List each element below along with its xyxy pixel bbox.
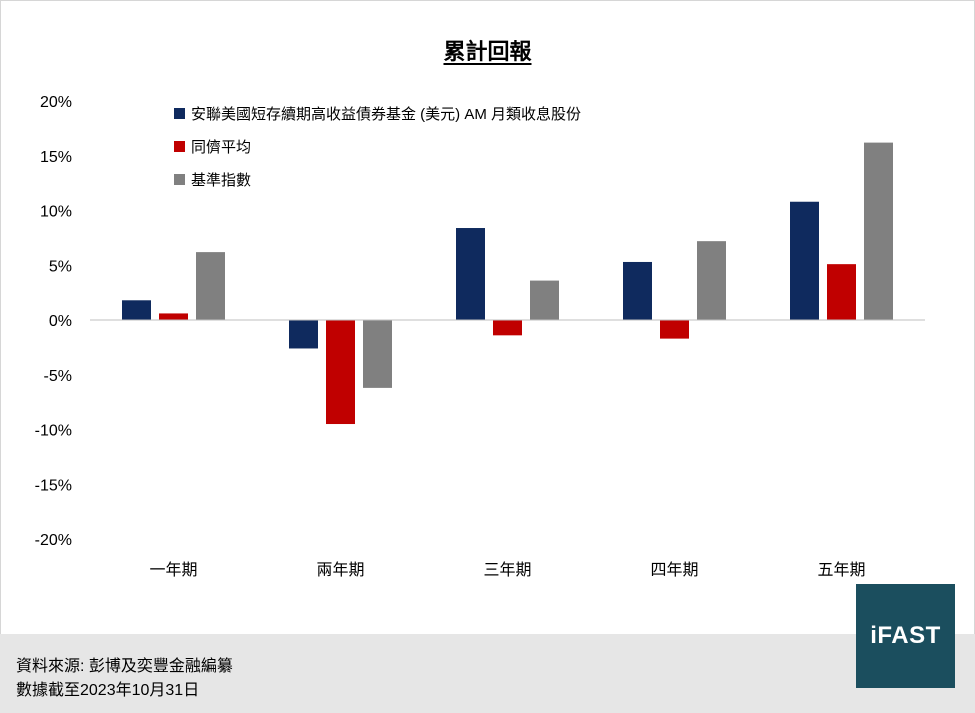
y-tick-label: 15% xyxy=(40,149,72,166)
y-tick-label: -15% xyxy=(35,477,72,494)
bar-benchmark xyxy=(196,252,225,320)
legend-swatch-fund xyxy=(174,108,185,119)
bar-peer xyxy=(326,320,355,425)
y-tick-label: 20% xyxy=(40,94,72,111)
legend-swatch-peer xyxy=(174,141,185,152)
y-tick-label: -5% xyxy=(44,368,72,385)
footer: 資料來源: 彭博及奕豐金融編纂 數據截至2023年10月31日 xyxy=(0,634,975,713)
y-tick-label: 0% xyxy=(49,313,72,330)
bar-fund xyxy=(623,261,652,320)
x-category-label: 四年期 xyxy=(650,561,698,579)
bar-peer xyxy=(827,264,856,320)
legend-item-fund: 安聯美國短存續期高收益債券基金 (美元) AM 月類收息股份 xyxy=(174,97,581,130)
legend-label-fund: 安聯美國短存續期高收益債券基金 (美元) AM 月類收息股份 xyxy=(191,106,581,123)
x-category-label: 兩年期 xyxy=(316,561,364,579)
bar-benchmark xyxy=(363,320,392,388)
x-category-label: 五年期 xyxy=(817,561,865,579)
bar-benchmark xyxy=(697,241,726,320)
footer-date: 數據截至2023年10月31日 xyxy=(16,682,200,699)
bar-benchmark xyxy=(530,280,559,320)
x-category-label: 三年期 xyxy=(483,561,531,579)
legend-label-benchmark: 基準指數 xyxy=(191,172,252,189)
legend-item-peer: 同儕平均 xyxy=(174,130,581,163)
chart-title: 累計回報 xyxy=(443,39,532,64)
ifast-logo: iFAST xyxy=(856,584,955,688)
y-tick-label: -20% xyxy=(35,532,72,549)
y-tick-label: 5% xyxy=(49,258,72,275)
bar-fund xyxy=(122,300,151,320)
bar-peer xyxy=(660,320,689,339)
x-category-label: 一年期 xyxy=(149,561,197,579)
legend-item-benchmark: 基準指數 xyxy=(174,163,581,196)
bar-chart: 20% 15% 10% 5% 0% -5% -10% -15% -20% 一年期 兩年期 三年期 四年期… xyxy=(35,94,925,579)
legend-swatch-benchmark xyxy=(174,174,185,185)
bar-peer xyxy=(493,320,522,336)
legend: 安聯美國短存續期高收益債券基金 (美元) AM 月類收息股份 同儕平均 基準指數 xyxy=(174,97,581,196)
footer-source: 資料來源: 彭博及奕豐金融編纂 xyxy=(16,658,233,675)
bar-peer xyxy=(159,313,188,320)
y-tick-label: -10% xyxy=(35,423,72,440)
legend-label-peer: 同儕平均 xyxy=(191,139,252,156)
bar-fund xyxy=(790,201,819,320)
bar-benchmark xyxy=(864,142,893,320)
y-tick-label: 10% xyxy=(40,204,72,221)
bar-fund xyxy=(456,228,485,320)
bar-fund xyxy=(289,320,318,349)
